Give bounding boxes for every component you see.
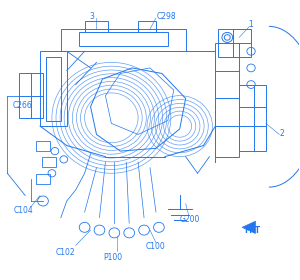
Text: FRT: FRT	[244, 226, 261, 235]
Text: 3: 3	[90, 12, 94, 21]
Polygon shape	[242, 221, 256, 234]
Text: P100: P100	[103, 253, 122, 262]
Text: C100: C100	[146, 242, 166, 251]
Text: 2: 2	[280, 129, 285, 137]
Text: C102: C102	[56, 248, 75, 257]
Text: G200: G200	[180, 214, 200, 223]
Text: C298: C298	[157, 12, 176, 21]
Text: 1: 1	[249, 20, 254, 29]
Text: C266: C266	[12, 101, 32, 110]
Text: C104: C104	[14, 206, 34, 215]
